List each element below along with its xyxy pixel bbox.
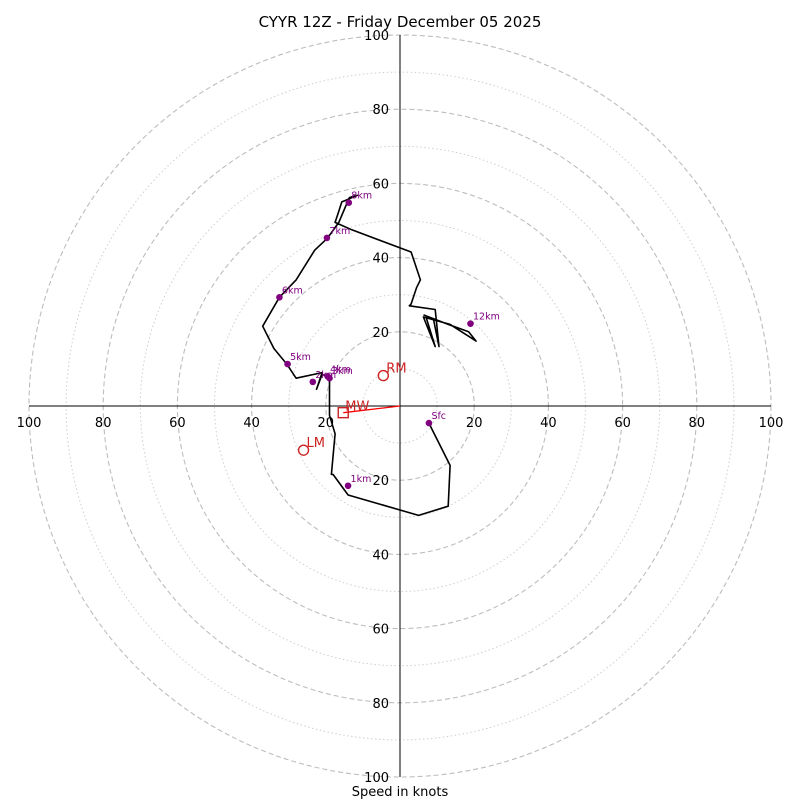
height-markers: Sfc1km2km3km4km5km6km7km8km12km (276, 191, 500, 490)
storm-motion-label: LM (307, 436, 325, 451)
height-marker-dot (425, 419, 433, 427)
height-marker-label: 6km (282, 285, 303, 296)
height-marker-label: 3km (332, 366, 353, 377)
height-marker-label: 7km (329, 226, 350, 237)
height-marker-dot (284, 360, 291, 368)
y-tick-label: 80 (372, 697, 389, 712)
height-marker-dot (324, 373, 331, 380)
x-tick-label: 80 (95, 416, 112, 431)
height-marker-dot (323, 234, 331, 242)
height-marker-label: 8km (351, 191, 372, 202)
x-tick-label: 100 (759, 416, 784, 431)
storm-motion-marker (297, 444, 310, 456)
height-marker-dot (276, 293, 283, 301)
height-marker-dot (309, 378, 317, 386)
height-marker-label: 4km (330, 364, 351, 375)
y-tick-label: 100 (364, 29, 389, 44)
y-tick-label: 40 (372, 548, 389, 563)
x-axis-label: Speed in knots (352, 785, 449, 800)
height-marker-dot (345, 199, 353, 206)
y-tick-label: 80 (372, 103, 389, 118)
shear-vector-line (343, 405, 401, 414)
height-marker-dot (344, 482, 352, 490)
x-tick-label: 60 (169, 416, 186, 431)
y-tick-label: 20 (372, 326, 389, 341)
x-tick-label: 20 (466, 416, 483, 431)
height-marker-label: 12km (473, 312, 500, 323)
x-tick-label: 40 (540, 416, 557, 431)
x-tick-label: 100 (17, 416, 42, 431)
height-marker-label: 1km (351, 474, 372, 485)
height-marker-dot (467, 320, 474, 327)
tick-labels: 100 80 60 40 20 20 40 60 80 100100806040202040608… (17, 29, 784, 786)
chart-title: CYYR 12Z - Friday December 05 2025 (259, 13, 542, 31)
mean-wind-marker (337, 406, 349, 419)
y-tick-label: 40 (372, 252, 389, 267)
storm-motion-marker (377, 369, 390, 382)
height-marker-label: 5km (290, 352, 311, 363)
mean-wind-label: MW (345, 400, 369, 415)
x-tick-label: 40 (243, 416, 260, 431)
height-marker-label: Sfc (431, 411, 446, 422)
storm-motion-label: RM (386, 362, 406, 377)
y-tick-label: 20 (372, 474, 389, 489)
y-tick-label: 60 (372, 177, 389, 192)
x-tick-label: 20 (318, 416, 335, 431)
storm-motion-markers: RM LM MW (297, 362, 407, 456)
x-tick-label: 60 (614, 416, 631, 431)
y-tick-label: 60 (372, 623, 389, 638)
x-tick-label: 80 (689, 416, 706, 431)
y-tick-label: 100 (364, 771, 389, 786)
